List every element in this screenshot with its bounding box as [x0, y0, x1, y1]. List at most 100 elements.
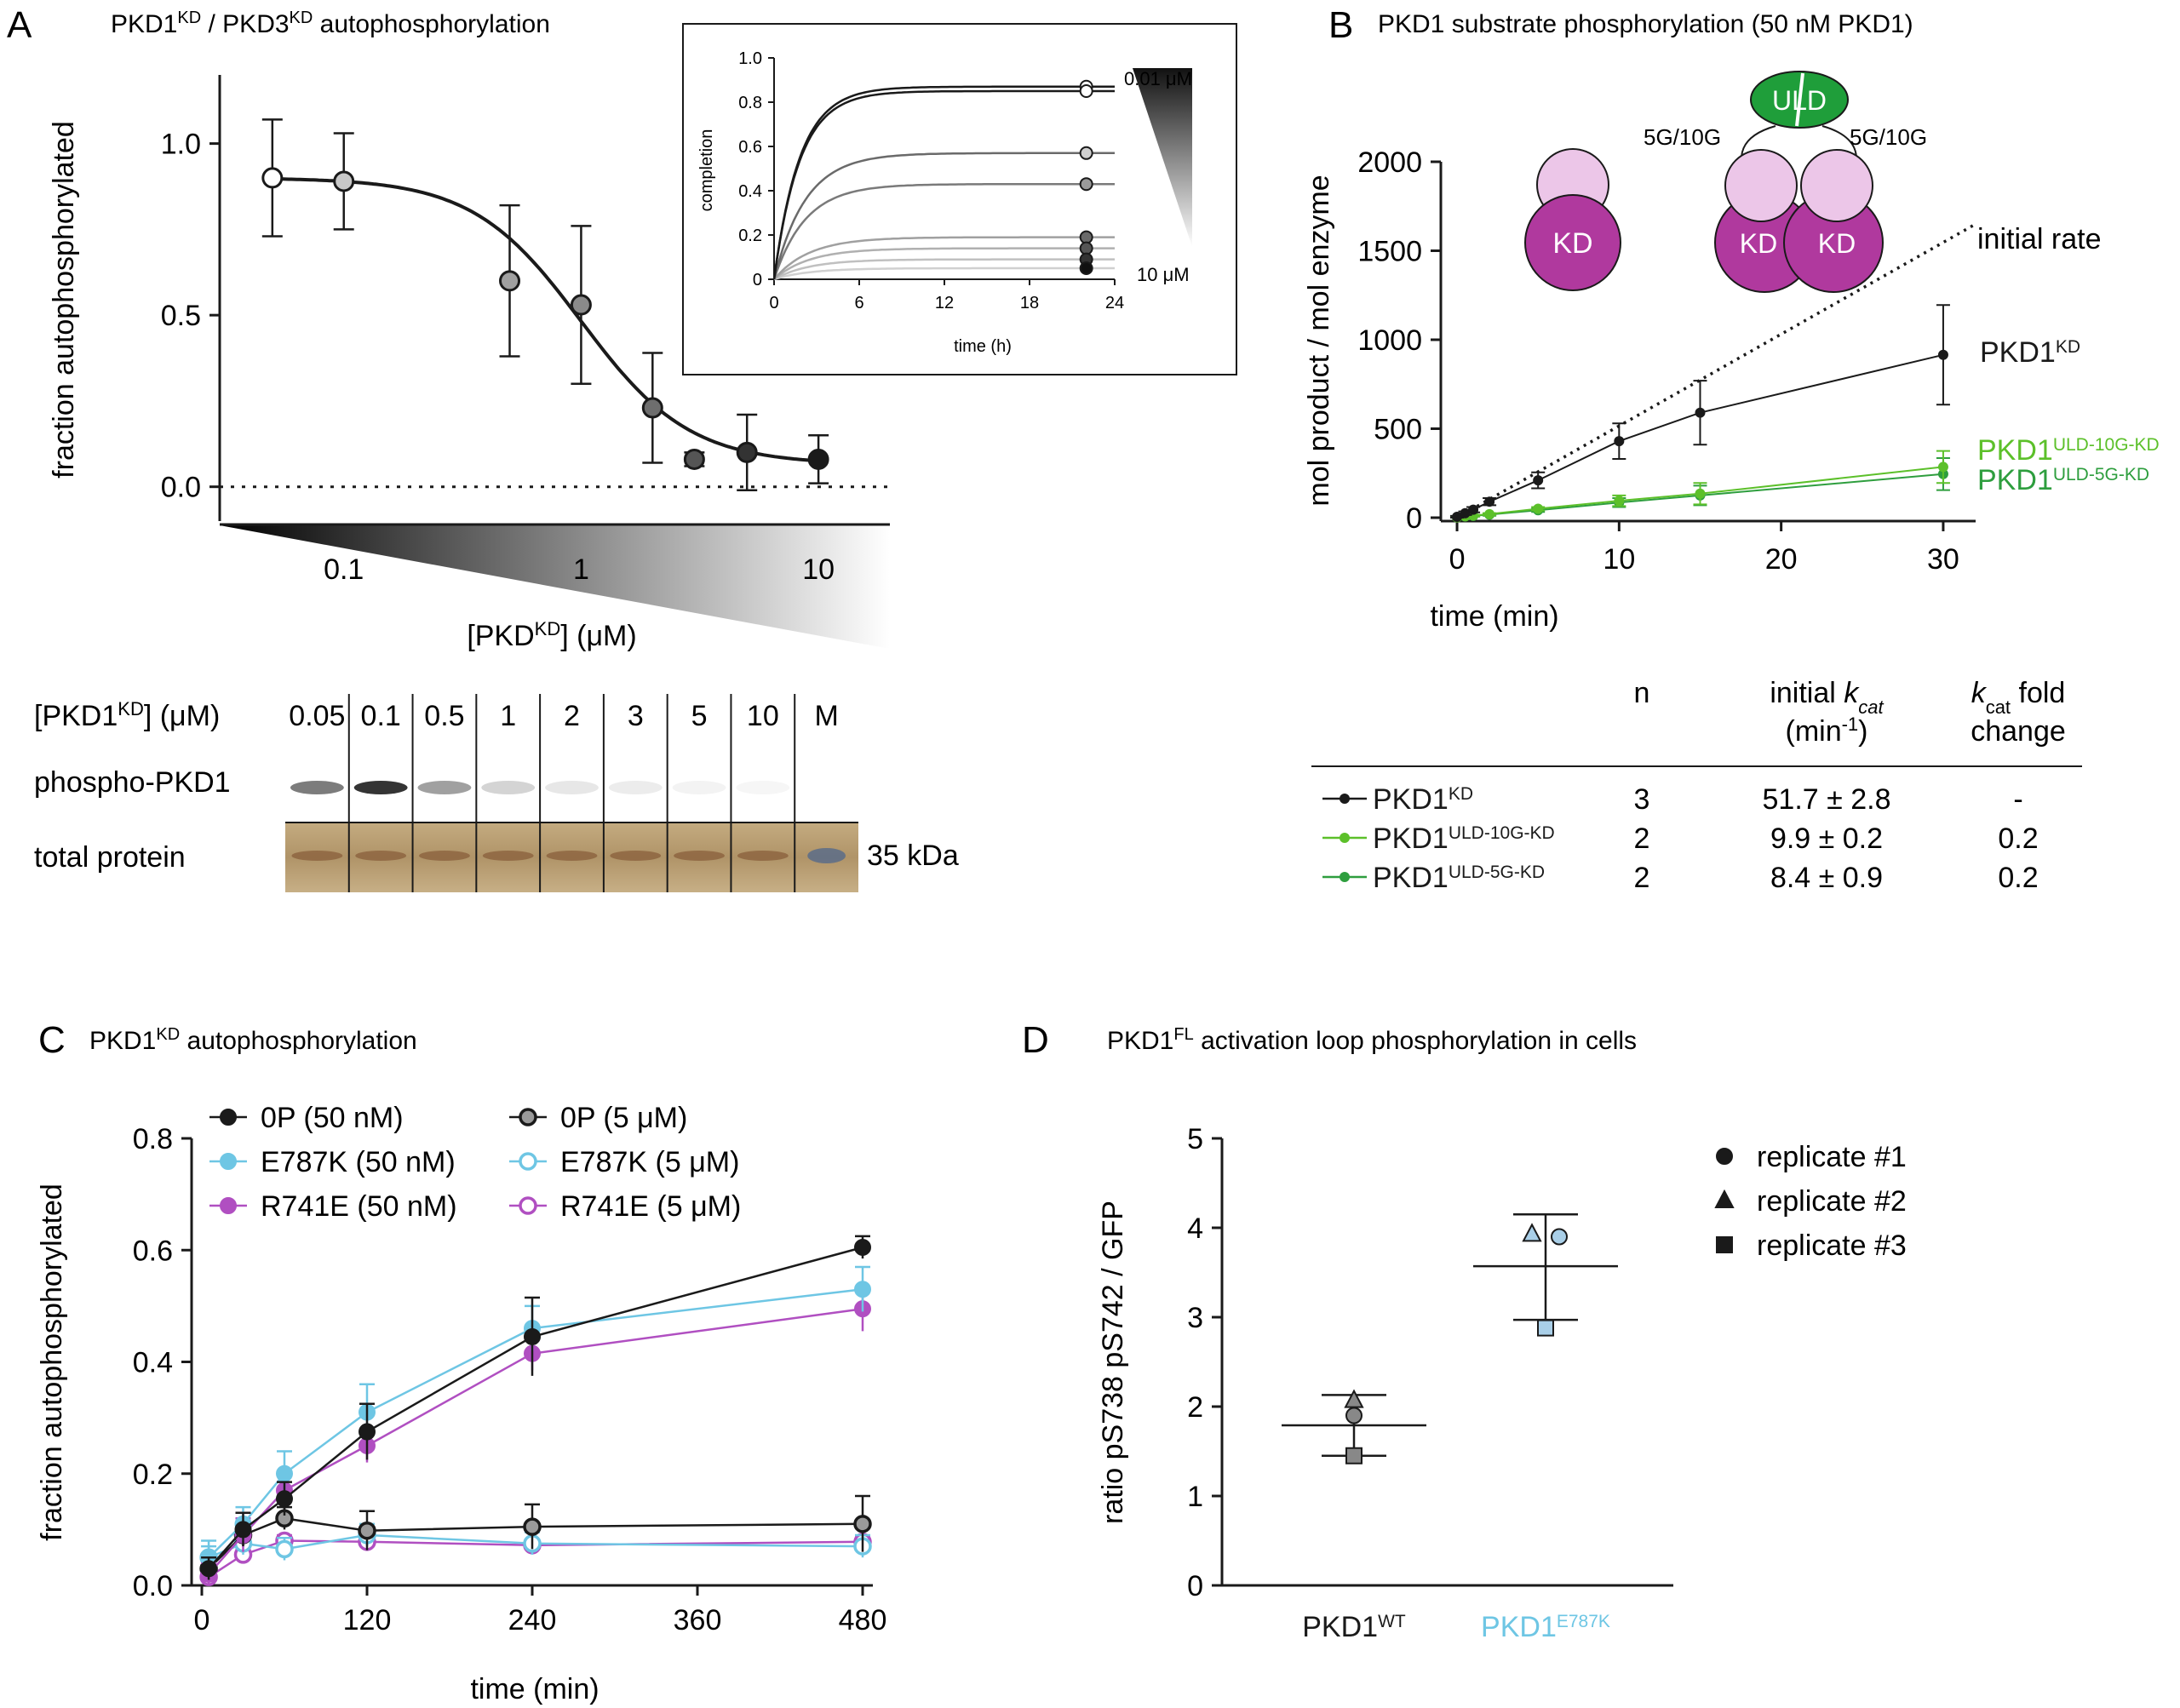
panel-a-axes: 0.0 0.5 1.0 0.1 1 10	[161, 75, 890, 586]
c-legend-label: 0P (5 μM)	[560, 1102, 687, 1134]
table-row-kcat: 51.7 ± 2.8	[1763, 783, 1891, 816]
table-header-kcat-unit: (min-1)	[1786, 714, 1868, 748]
inset-curve	[772, 85, 1115, 280]
inset-curve-marker	[1079, 261, 1093, 275]
uld-split	[1795, 72, 1804, 127]
a-x-tick-label: 0.1	[324, 553, 364, 586]
b-data-point	[1695, 488, 1706, 499]
inset-curve	[773, 258, 1115, 281]
a-y-tick-label: 1.0	[161, 129, 201, 161]
inset-x-tick-label: 24	[1105, 294, 1124, 312]
inset-curve-marker	[1079, 146, 1093, 160]
table-row-construct: PKD1KD	[1373, 783, 1473, 816]
inset-curve-marker	[1079, 84, 1093, 98]
blot-total-band	[546, 851, 598, 861]
b-x-tick-label: 20	[1765, 543, 1798, 576]
inset-y-tick-label: 0.8	[738, 94, 762, 112]
c-data-point	[276, 1490, 293, 1508]
panel-a-data-points	[261, 118, 829, 491]
c-data-point	[358, 1521, 376, 1540]
c-legend-marker	[519, 1152, 537, 1171]
blot-phospho-band	[353, 781, 408, 794]
d-replicate-point	[1344, 1389, 1364, 1408]
b-data-point	[1533, 475, 1544, 486]
blot-concentration-header: [PKD1KD] (μM)	[34, 698, 220, 733]
c-x-tick-label: 0	[194, 1604, 210, 1636]
panel-c-axes: 0.0 0.2 0.4 0.6 0.8 0 120 240 360 480	[133, 1123, 887, 1636]
table-row-fold: 0.2	[1998, 822, 2038, 855]
d-y-tick-label: 1	[1187, 1481, 1203, 1513]
c-x-tick-label: 360	[674, 1604, 722, 1636]
b-series-label-uld10g: PKD1ULD-10G-KD	[1977, 434, 2160, 467]
c-y-tick-label: 0.6	[133, 1235, 173, 1267]
inset-x-tick-label: 6	[854, 294, 863, 312]
blot-phospho-band	[672, 781, 726, 794]
b-y-tick-label: 1000	[1357, 324, 1422, 357]
table-header-kcat: initial kcat	[1770, 677, 1884, 718]
d-replicate-point	[1345, 1447, 1362, 1464]
panel-letter-d: D	[1022, 1019, 1049, 1061]
panel-c-legend: 0P (50 nM) E787K (50 nM) R741E (50 nM) 0P (…	[209, 1102, 741, 1223]
c-legend-label: E787K (50 nM)	[261, 1146, 456, 1178]
c-legend-marker	[220, 1197, 237, 1214]
c-legend-marker	[220, 1153, 237, 1170]
blot-phospho-band	[608, 781, 663, 794]
c-legend-marker	[519, 1196, 537, 1215]
d-legend-label: replicate #3	[1757, 1229, 1907, 1262]
b-x-tick-label: 30	[1927, 543, 1959, 576]
inset-x-axis-label: time (h)	[954, 337, 1012, 356]
panel-letter-a: A	[7, 4, 32, 46]
d-replicate-point	[1537, 1319, 1554, 1337]
a-data-point	[683, 448, 705, 470]
blot-phospho-band	[736, 781, 790, 794]
d-legend-label: replicate #1	[1757, 1141, 1907, 1173]
d-legend-marker	[1716, 1148, 1733, 1165]
table-row-fold: -	[2013, 783, 2022, 816]
dimer-right-lobe	[1800, 149, 1873, 222]
panel-b-y-axis-label: mol product / mol enzyme	[1303, 175, 1335, 506]
panel-b: B PKD1 substrate phosphorylation (50 nM …	[1303, 4, 2160, 894]
panel-a-y-axis-label: fraction autophosphorylated	[48, 121, 80, 479]
linker-left-label: 5G/10G	[1644, 124, 1721, 150]
c-x-tick-label: 240	[508, 1604, 557, 1636]
c-legend-label: 0P (50 nM)	[261, 1102, 404, 1134]
c-x-tick-label: 480	[839, 1604, 887, 1636]
b-series-label-kd: PKD1KD	[1980, 336, 2080, 369]
d-y-tick-label: 4	[1187, 1212, 1203, 1245]
inset-x-tick-label: 18	[1020, 294, 1039, 312]
inset-curve-marker	[1079, 177, 1093, 192]
c-x-tick-label: 120	[343, 1604, 392, 1636]
inset-x-tick-label: 12	[935, 294, 954, 312]
inset-curve	[773, 247, 1115, 280]
b-series-label-uld5g: PKD1ULD-5G-KD	[1977, 464, 2149, 496]
b-y-tick-label: 500	[1374, 414, 1422, 446]
linker-right-label: 5G/10G	[1850, 124, 1927, 150]
blot-total-band	[419, 851, 470, 861]
uld-label: ULD	[1772, 85, 1827, 116]
panel-a-x-axis-label: [PKDKD] (μM)	[467, 618, 636, 653]
table-row-construct: PKD1ULD-10G-KD	[1373, 822, 1555, 855]
table-row-kcat: 9.9 ± 0.2	[1770, 822, 1883, 855]
table-row-n: 3	[1634, 783, 1650, 816]
table-row-legend-marker	[1340, 872, 1350, 882]
blot-phospho-band	[290, 781, 344, 794]
d-legend-marker	[1716, 1236, 1733, 1253]
panel-d-title: PKD1FL activation loop phosphorylation i…	[1107, 1025, 1637, 1055]
blot-phospho-band	[481, 781, 536, 794]
panel-letter-b: B	[1328, 4, 1353, 46]
d-y-tick-label: 5	[1187, 1123, 1203, 1155]
b-y-tick-label: 0	[1406, 502, 1422, 535]
d-replicate-point	[1522, 1223, 1542, 1242]
c-series-line	[208, 1307, 863, 1575]
inset-concentration-gradient	[1133, 68, 1192, 247]
d-replicate-point	[1345, 1407, 1362, 1424]
d-y-tick-label: 0	[1187, 1570, 1203, 1602]
c-legend-label: R741E (50 nM)	[261, 1190, 457, 1223]
blot-lane-label: 0.05	[289, 700, 345, 732]
c-y-tick-label: 0.4	[133, 1347, 173, 1379]
panel-c-series	[199, 1235, 872, 1586]
blot-total-band	[674, 851, 725, 861]
inset-y-tick-label: 0	[753, 271, 762, 289]
c-data-point	[523, 1517, 542, 1536]
d-group-label: PKD1WT	[1302, 1611, 1406, 1643]
